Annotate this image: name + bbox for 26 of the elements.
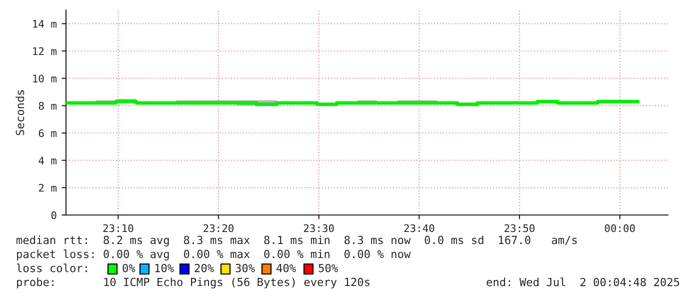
y-tick-label: 2 m [38, 184, 56, 192]
text: 20% [194, 264, 214, 272]
y-tick-label: 6 m [38, 129, 56, 138]
x-tick-label: 23:50 [504, 224, 534, 232]
y-tick-label: 4 m [38, 156, 56, 164]
x-tick-label: 23:40 [404, 224, 434, 232]
y-tick-label: 8 m [38, 102, 56, 110]
y-tick-label: 12 m [33, 47, 56, 55]
x-tick-label: 23:10 [103, 224, 134, 232]
y-tick-label: 14 m [33, 20, 56, 28]
text: 10% [155, 264, 174, 272]
x-tick-label: 23:30 [304, 224, 334, 232]
text: 30% [236, 264, 255, 272]
y-tick-label: 10 m [33, 74, 56, 82]
text: end: Wed Jul 2 00:04:48 2025 [486, 278, 680, 286]
text: median rtt: 8.2 ms avg 8.3 ms max 8.1 ms min 8.3 ms now 0.0 ms sd 167.0 am/s [16, 236, 577, 246]
x-tick-label: 23:20 [204, 224, 234, 232]
text: 0% [122, 264, 136, 272]
y-axis-title: Seconds [16, 90, 24, 136]
text: 50% [318, 264, 338, 272]
x-tick-label: 00:00 [604, 224, 635, 232]
text: 40% [276, 264, 296, 272]
text: probe: 10 ICMP Echo Pings (56 Bytes) every 120s [17, 278, 370, 288]
text: packet loss: 0.00 % avg 0.00 % max 0.00 % min 0.00 % now [17, 250, 411, 260]
y-tick-label: 0 [51, 211, 56, 220]
text: loss color: [16, 264, 87, 272]
